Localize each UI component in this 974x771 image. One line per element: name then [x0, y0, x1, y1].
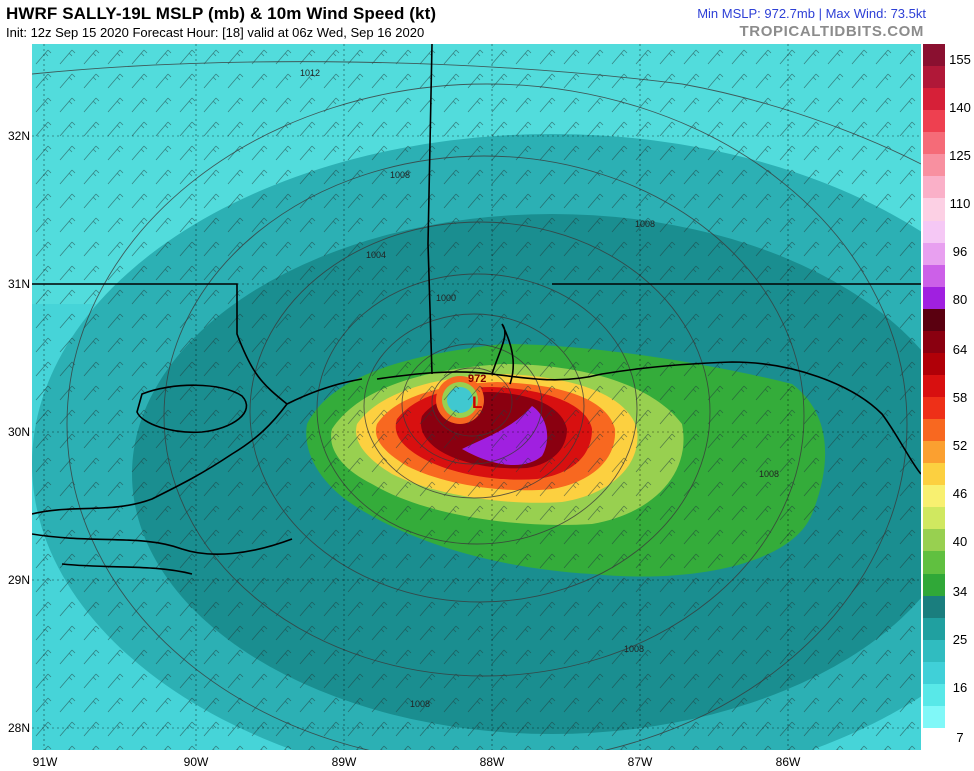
colorbar-label: 64: [952, 342, 968, 357]
colorbar-label: 58: [952, 390, 968, 405]
colorbar-segment: [923, 397, 945, 420]
colorbar-label: 7: [956, 730, 964, 745]
colorbar-label: 40: [952, 534, 968, 549]
isobar-label: 1008: [635, 219, 655, 229]
colorbar-segment: [923, 727, 945, 751]
colorbar-segment: [923, 88, 945, 111]
lon-label-91w: 91W: [32, 755, 58, 769]
mississippi-delta: [32, 533, 293, 575]
colorbar-segment: [923, 242, 945, 266]
low-pressure-marker: L: [472, 393, 482, 412]
la-ms-boundary: [32, 283, 288, 405]
weather-map: 1012 1008 1004 1000 1008 1008 1008 1008 …: [32, 44, 921, 750]
colorbar-segment: [923, 352, 945, 376]
colorbar-segment: [923, 44, 945, 67]
isobar-ring: [316, 273, 638, 545]
isobar-ring: [401, 343, 543, 465]
colorbar-label: 52: [952, 438, 968, 453]
central-pressure-label: 972: [468, 373, 486, 385]
lon-label-87w: 87W: [627, 755, 653, 769]
isobar-label: 1000: [436, 293, 456, 303]
isobar-label: 1004: [366, 250, 386, 260]
colorbar-segment: [923, 683, 945, 707]
coastline-louisiana: [32, 378, 363, 515]
isobar-label: 1008: [410, 699, 430, 709]
isobar-ring: [163, 155, 805, 677]
colorbar-segment: [923, 463, 945, 486]
colorbar-segment: [923, 573, 945, 597]
colorbar-segment: [923, 308, 945, 332]
lon-label-90w: 90W: [183, 755, 209, 769]
lat-label-30n: 30N: [7, 425, 30, 439]
colorbar-segment: [923, 507, 945, 530]
colorbar-segment: [923, 617, 945, 641]
isobars: [32, 61, 921, 750]
colorbar-segment: [923, 330, 945, 354]
lon-label-86w: 86W: [775, 755, 801, 769]
map-canvas: 1012 1008 1004 1000 1008 1008 1008 1008 …: [32, 44, 921, 750]
colorbar-segment: [923, 705, 945, 729]
lat-label-29n: 29N: [7, 573, 30, 587]
colorbar-segment: [923, 441, 945, 464]
isobar-ring: [363, 313, 585, 499]
map-subtitle: Init: 12z Sep 15 2020 Forecast Hour: [18…: [6, 25, 425, 40]
isobar-label: 1008: [390, 170, 410, 180]
colorbar-label: 34: [952, 584, 968, 599]
map-title: HWRF SALLY-19L MSLP (mb) & 10m Wind Spee…: [6, 4, 437, 23]
lon-label-89w: 89W: [331, 755, 357, 769]
colorbar-segment: [923, 639, 945, 663]
isobar-label: 1012: [300, 68, 320, 78]
storm-stats: Min MSLP: 972.7mb | Max Wind: 73.5kt: [697, 6, 926, 21]
lat-label-31n: 31N: [7, 277, 30, 291]
brand-watermark: TROPICALTIDBITS.COM: [739, 23, 924, 40]
colorbar-label: 80: [952, 292, 968, 307]
colorbar-segment: [923, 485, 945, 508]
colorbar-segment: [923, 595, 945, 619]
isobar-ring: [249, 221, 711, 603]
colorbar-label: 16: [952, 680, 968, 695]
header: HWRF SALLY-19L MSLP (mb) & 10m Wind Spee…: [0, 0, 974, 42]
colorbar-segment: [923, 66, 945, 89]
colorbar-label: 46: [952, 486, 968, 501]
coastline-gulf-coast: [376, 361, 921, 475]
ms-al-boundary: [427, 44, 433, 375]
colorbar-segment: [923, 661, 945, 685]
colorbar-segment: [923, 374, 945, 398]
mobile-bay: [491, 323, 515, 385]
isobar-1012: [32, 61, 921, 165]
colorbar-segment: [923, 419, 945, 442]
lake-pontchartrain: [136, 384, 248, 434]
colorbar-segment: [923, 264, 945, 288]
colorbar-segment: [923, 154, 945, 177]
colorbar-segment: [923, 110, 945, 133]
colorbar-segment: [923, 220, 945, 244]
colorbar-segment: [923, 176, 945, 199]
colorbar-label: 155: [949, 52, 971, 67]
wind-barbs-overlay: [32, 44, 921, 750]
lon-label-88w: 88W: [479, 755, 505, 769]
isobar-label: 1008: [759, 469, 779, 479]
colorbar-segment: [923, 132, 945, 155]
graticule: [32, 44, 921, 750]
colorbar-label: 140: [949, 100, 971, 115]
colorbar-label: 96: [952, 244, 968, 259]
colorbar-segment: [923, 286, 945, 310]
colorbar-label: 110: [949, 196, 971, 211]
lat-label-32n: 32N: [7, 129, 30, 143]
isobar-ring: [66, 83, 908, 750]
colorbar-label: 25: [952, 632, 968, 647]
lat-label-28n: 28N: [7, 721, 30, 735]
colorbar-label: 125: [949, 148, 971, 163]
isobar-ring: [431, 367, 513, 437]
colorbar-segment: [923, 551, 945, 574]
wind-speed-colorbar: [923, 44, 945, 751]
colorbar-segment: [923, 529, 945, 552]
isobar-label: 1008: [624, 644, 644, 654]
colorbar-segment: [923, 198, 945, 221]
